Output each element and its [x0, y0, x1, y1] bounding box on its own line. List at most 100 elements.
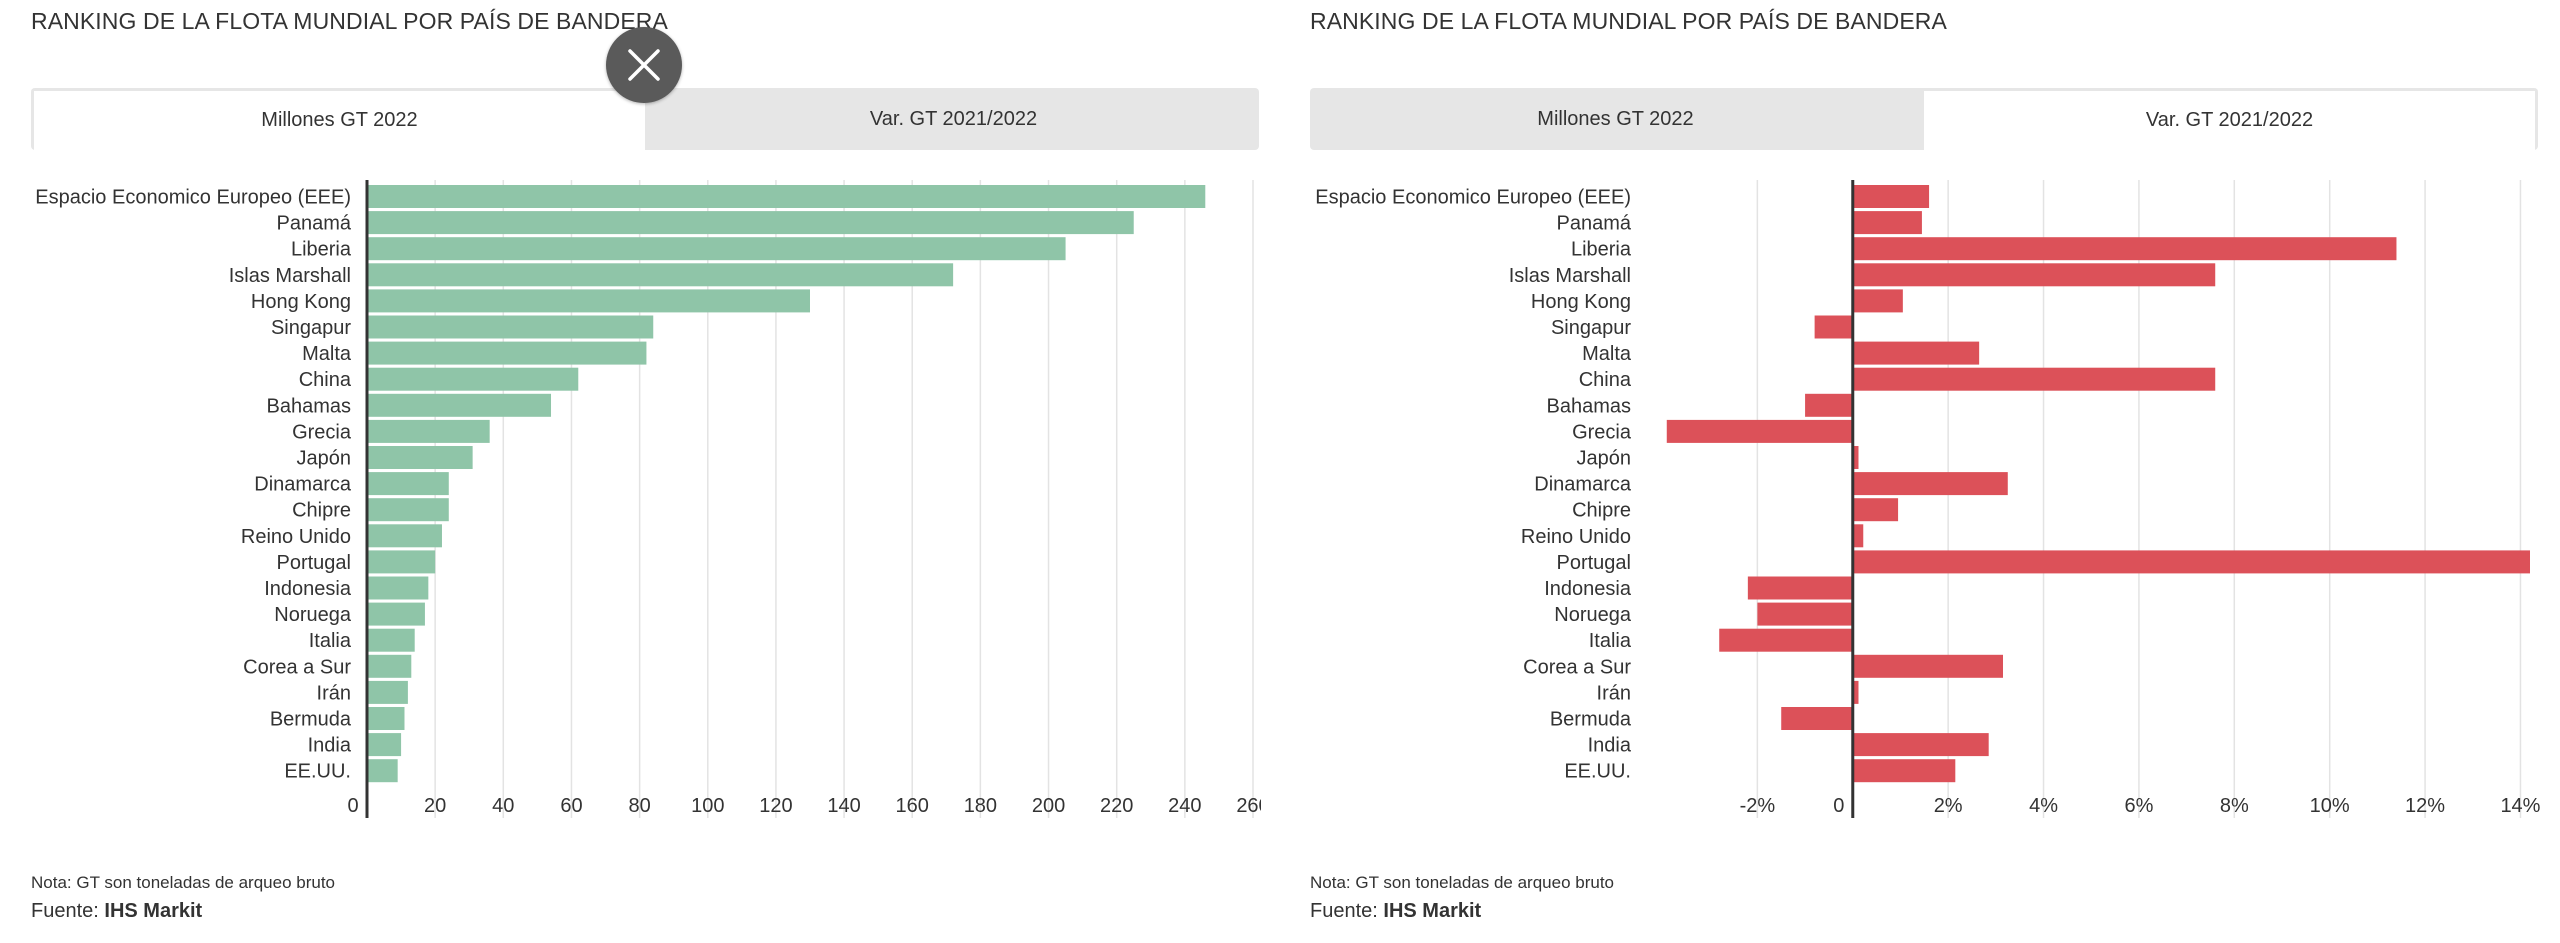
- bar-panama[interactable]: [367, 211, 1134, 235]
- tick-label: -2%: [1740, 795, 1776, 817]
- category-label-ee-uu: EE.UU.: [1564, 761, 1631, 783]
- bar-ee-uu[interactable]: [367, 759, 398, 783]
- category-label-dinamarca: Dinamarca: [1534, 474, 1632, 496]
- bar-portugal[interactable]: [367, 550, 436, 574]
- category-label-chipre: Chipre: [1572, 500, 1631, 522]
- category-label-indonesia: Indonesia: [264, 578, 352, 600]
- bar-chipre[interactable]: [1852, 498, 1899, 522]
- tick-label: 80: [628, 795, 650, 817]
- category-label-reino-unido: Reino Unido: [241, 526, 351, 548]
- bar-islas-marshall[interactable]: [367, 263, 954, 287]
- bar-portugal[interactable]: [1852, 550, 2530, 574]
- bar-indonesia[interactable]: [1747, 576, 1853, 600]
- bar-china[interactable]: [367, 367, 579, 391]
- tab-var-gt-2021-2022[interactable]: Var. GT 2021/2022: [1921, 88, 2538, 150]
- category-label-iran: Irán: [317, 682, 351, 704]
- tick-label: 100: [691, 795, 724, 817]
- category-label-china: China: [299, 369, 352, 391]
- category-label-ee-uu: EE.UU.: [284, 761, 351, 783]
- category-label-china: China: [1579, 369, 1632, 391]
- bar-chipre[interactable]: [367, 498, 449, 522]
- close-button[interactable]: [606, 27, 682, 103]
- tick-label: 2%: [1934, 795, 1963, 817]
- tick-label: 4%: [2029, 795, 2058, 817]
- bar-reino-unido[interactable]: [1852, 524, 1864, 548]
- category-label-portugal: Portugal: [277, 552, 352, 574]
- source-label: Fuente:: [31, 900, 99, 922]
- bar-iran[interactable]: [367, 680, 408, 704]
- category-label-noruega: Noruega: [1554, 604, 1632, 626]
- bar-panama[interactable]: [1852, 211, 1922, 235]
- tick-label: 0: [347, 795, 358, 817]
- bar-singapur[interactable]: [1814, 315, 1853, 339]
- bar-india[interactable]: [1852, 733, 1989, 757]
- source-value: IHS Markit: [1383, 900, 1482, 922]
- bar-ee-uu[interactable]: [1852, 759, 1956, 783]
- tab-millones-gt-2022[interactable]: Millones GT 2022: [31, 88, 648, 150]
- chart-note: Nota: GT son toneladas de arqueo bruto: [1310, 873, 1614, 892]
- category-label-indonesia: Indonesia: [1544, 578, 1632, 600]
- tab-var-gt-2021-2022[interactable]: Var. GT 2021/2022: [648, 88, 1259, 150]
- tick-label: 12%: [2405, 795, 2445, 817]
- tick-label: 8%: [2220, 795, 2249, 817]
- category-label-italia: Italia: [309, 630, 352, 652]
- bar-dinamarca[interactable]: [1852, 472, 2008, 496]
- bar-india[interactable]: [367, 733, 402, 757]
- bar-bahamas[interactable]: [367, 393, 552, 417]
- category-label-bahamas: Bahamas: [267, 395, 352, 417]
- bar-bermuda[interactable]: [367, 707, 405, 730]
- source-value: IHS Markit: [104, 900, 203, 922]
- tab-millones-gt-2022[interactable]: Millones GT 2022: [1310, 88, 1921, 150]
- bar-espacio-economico-europeo-eee[interactable]: [367, 185, 1206, 208]
- bar-malta[interactable]: [367, 341, 647, 365]
- bar-singapur[interactable]: [367, 315, 654, 339]
- tick-label: 180: [964, 795, 997, 817]
- tick-label: 120: [759, 795, 792, 817]
- source-label: Fuente:: [1310, 900, 1378, 922]
- category-label-liberia: Liberia: [1571, 239, 1632, 261]
- bar-corea-a-sur[interactable]: [1852, 654, 2003, 678]
- bar-corea-a-sur[interactable]: [367, 654, 412, 678]
- category-label-india: India: [308, 735, 352, 757]
- bar-reino-unido[interactable]: [367, 524, 442, 548]
- bar-hong-kong[interactable]: [367, 289, 810, 313]
- bar-china[interactable]: [1852, 367, 2216, 391]
- bar-noruega[interactable]: [1757, 602, 1853, 626]
- category-label-hong-kong: Hong Kong: [1531, 291, 1631, 313]
- bar-japon[interactable]: [367, 446, 473, 469]
- tick-label: 240: [1168, 795, 1201, 817]
- category-label-panama: Panamá: [277, 213, 352, 235]
- bar-liberia[interactable]: [367, 237, 1066, 261]
- bar-iran[interactable]: [1852, 680, 1859, 704]
- bar-japon[interactable]: [1852, 446, 1859, 469]
- bar-italia[interactable]: [367, 628, 415, 652]
- category-label-espacio-economico-europeo-eee: Espacio Economico Europeo (EEE): [1315, 187, 1631, 209]
- category-label-singapur: Singapur: [1551, 317, 1631, 339]
- right-chart-panel: RANKING DE LA FLOTA MUNDIAL POR PAÍS DE …: [1310, 0, 2540, 943]
- bar-islas-marshall[interactable]: [1852, 263, 2216, 287]
- chart-source: Fuente: IHS Markit: [31, 900, 202, 923]
- bar-malta[interactable]: [1852, 341, 1980, 365]
- tick-label: 220: [1100, 795, 1133, 817]
- bar-grecia[interactable]: [1666, 419, 1853, 443]
- bar-espacio-economico-europeo-eee[interactable]: [1852, 185, 1930, 208]
- tick-label: 0: [1833, 795, 1844, 817]
- bar-dinamarca[interactable]: [367, 472, 449, 496]
- bar-bahamas[interactable]: [1805, 393, 1853, 417]
- tick-label: 60: [560, 795, 582, 817]
- bar-bermuda[interactable]: [1781, 707, 1853, 730]
- bar-italia[interactable]: [1719, 628, 1853, 652]
- bar-noruega[interactable]: [367, 602, 425, 626]
- bar-liberia[interactable]: [1852, 237, 2397, 261]
- category-label-panama: Panamá: [1557, 213, 1632, 235]
- category-label-malta: Malta: [302, 343, 352, 365]
- close-icon: [628, 49, 660, 81]
- tick-label: 140: [827, 795, 860, 817]
- bar-indonesia[interactable]: [367, 576, 429, 600]
- bar-grecia[interactable]: [367, 419, 490, 443]
- category-label-islas-marshall: Islas Marshall: [229, 265, 351, 287]
- bar-hong-kong[interactable]: [1852, 289, 1903, 313]
- tick-label: 10%: [2310, 795, 2350, 817]
- category-label-portugal: Portugal: [1557, 552, 1632, 574]
- category-label-corea-a-sur: Corea a Sur: [243, 656, 351, 678]
